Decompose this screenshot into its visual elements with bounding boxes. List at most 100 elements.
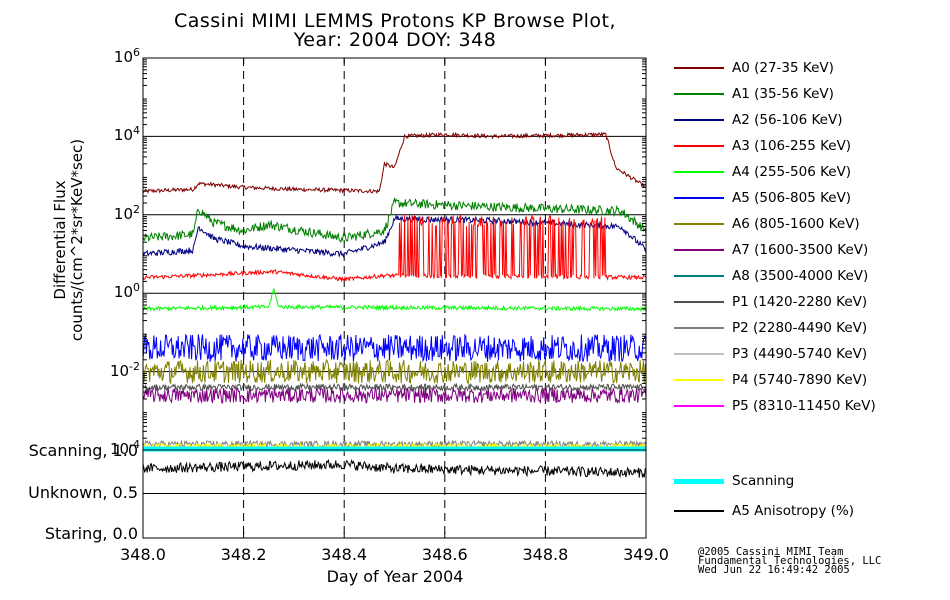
legend-item: A5 (506-805 KeV) (674, 189, 851, 207)
credit-line-1: @2005 Cassini MIMI Team (698, 546, 844, 558)
y-tick-base: 10 (109, 440, 130, 458)
y-tick-exponent: 4 (133, 124, 140, 138)
legend-label: A5 Anisotropy (%) (732, 503, 854, 519)
x-tick-label: 348.0 (120, 545, 166, 564)
legend-swatch (674, 171, 724, 173)
legend-item: A6 (805-1600 KeV) (674, 215, 860, 233)
y-tick-label: 10-2 (110, 360, 140, 380)
y-axis-label: Differential Flux counts/(cm^2*sr*KeV*se… (51, 110, 86, 370)
anisotropy-line (142, 458, 647, 479)
legend-label: A3 (106-255 KeV) (732, 138, 852, 154)
series-line-4 (142, 288, 647, 313)
y-tick-label: 102 (114, 203, 140, 223)
credit-line-2: Fundamental Technologies, LLC (698, 555, 882, 567)
legend-label: P2 (2280-4490 KeV) (732, 320, 868, 336)
legend-label: A8 (3500-4000 KeV) (732, 268, 869, 284)
lower-panel-label: Scanning, 1.0 (28, 441, 138, 460)
lower-panel-label: Staring, 0.0 (44, 524, 138, 543)
legend-item: A4 (255-506 KeV) (674, 163, 851, 181)
legend-swatch (674, 67, 724, 69)
legend-swatch (674, 301, 724, 303)
legend-label: P3 (4490-5740 KeV) (732, 346, 868, 362)
y-tick-base: 10 (113, 48, 133, 66)
legend-label: A0 (27-35 KeV) (732, 60, 834, 76)
legend-label: A4 (255-506 KeV) (732, 164, 852, 180)
legend-item: A2 (56-106 KeV) (674, 111, 842, 129)
y-tick-exponent: -2 (129, 359, 140, 373)
y-tick-exponent: 0 (133, 281, 140, 295)
legend-item: P5 (8310-11450 KeV) (674, 397, 876, 415)
y-tick-label: 104 (114, 124, 140, 144)
legend-item: P1 (1420-2280 KeV) (674, 293, 867, 311)
series-line-5 (142, 333, 647, 363)
frame-rect (142, 57, 647, 539)
legend-label: P5 (8310-11450 KeV) (732, 398, 876, 414)
x-tick-label: 348.8 (522, 545, 569, 564)
lower-panel-layer (142, 446, 647, 479)
legend-label: Scanning (732, 473, 795, 489)
series-line-2 (142, 214, 647, 259)
legend-swatch (674, 327, 724, 329)
x-tick-label: 349.0 (623, 545, 669, 564)
legend-swatch (674, 249, 724, 251)
y-axis-label-line2: counts/(cm^2*sr*KeV*sec) (68, 138, 86, 342)
legend-swatch (674, 478, 724, 484)
y-tick-base: 10 (109, 361, 130, 380)
x-tick-label: 348.4 (321, 545, 368, 564)
legend-swatch (674, 275, 724, 277)
series-line-7 (142, 385, 647, 405)
legend-swatch (674, 119, 724, 121)
y-tick-exponent: -4 (129, 438, 140, 451)
y-tick-exponent: 6 (133, 46, 140, 59)
legend-label: A6 (805-1600 KeV) (732, 216, 860, 232)
legend-item: P3 (4490-5740 KeV) (674, 345, 867, 363)
x-axis-label: Day of Year 2004 (326, 567, 464, 586)
x-tick-label: 348.6 (421, 545, 468, 564)
legend-item: P2 (2280-4490 KeV) (674, 319, 867, 337)
legend-swatch (674, 353, 724, 355)
lower-legend-item: Scanning (674, 472, 794, 490)
y-tick-exponent: 2 (133, 202, 140, 216)
legend-swatch (674, 510, 724, 512)
series-line-1 (142, 196, 647, 244)
legend-item: A0 (27-35 KeV) (674, 59, 834, 77)
series-line-3 (142, 213, 647, 283)
y-tick-label: 106 (114, 46, 140, 66)
legend-swatch (674, 405, 724, 407)
legend-label: A1 (35-56 KeV) (732, 86, 834, 102)
legend-item: A7 (1600-3500 KeV) (674, 241, 868, 259)
lower-panel-label: Unknown, 0.5 (28, 482, 138, 502)
series-line-9 (142, 382, 647, 393)
grid-lines (143, 58, 646, 538)
legend-swatch (674, 197, 724, 199)
legend-label: P4 (5740-7890 KeV) (732, 372, 868, 388)
legend-swatch (674, 145, 724, 147)
legend-item: A1 (35-56 KeV) (674, 85, 834, 103)
legend-swatch (674, 223, 724, 225)
plot-frame (142, 57, 647, 539)
series-line-10 (142, 439, 647, 450)
chart-subtitle: Year: 2004 DOY: 348 (293, 29, 497, 51)
legend-item: P4 (5740-7890 KeV) (674, 371, 867, 389)
legend-label: A7 (1600-3500 KeV) (732, 242, 869, 258)
y-tick-base: 10 (113, 283, 133, 302)
legend-swatch (674, 93, 724, 95)
series-layer (142, 131, 647, 451)
x-tick-label: 348.2 (220, 545, 267, 564)
y-axis-label-line1: Differential Flux (51, 180, 69, 300)
series-line-6 (142, 358, 647, 385)
y-tick-base: 10 (113, 204, 133, 223)
y-tick-label: 100 (114, 281, 140, 301)
lower-legend-item: A5 Anisotropy (%) (674, 502, 854, 520)
legend-item: A3 (106-255 KeV) (674, 137, 851, 155)
legend-label: P1 (1420-2280 KeV) (732, 294, 868, 310)
series-line-0 (142, 131, 647, 195)
legend-item: A8 (3500-4000 KeV) (674, 267, 868, 285)
legend-swatch (674, 379, 724, 381)
chart-title: Cassini MIMI LEMMS Protons KP Browse Plo… (173, 10, 617, 32)
credit-line-3: Wed Jun 22 16:49:42 2005 (698, 564, 850, 576)
y-tick-label: 10-4 (110, 438, 140, 458)
legend-label: A5 (506-805 KeV) (732, 190, 852, 206)
legend-label: A2 (56-106 KeV) (732, 112, 843, 128)
